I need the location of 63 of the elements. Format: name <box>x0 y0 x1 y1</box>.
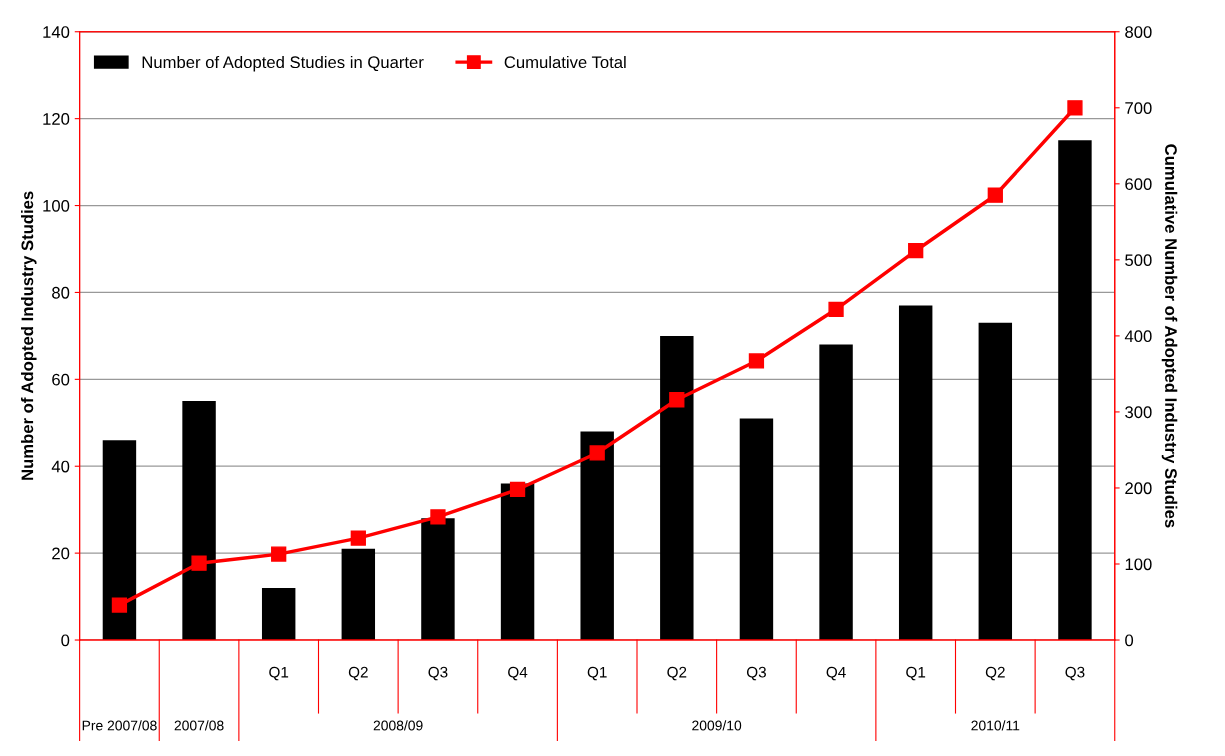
point <box>191 555 207 571</box>
point <box>271 546 287 562</box>
text: 2009/10 <box>692 720 742 731</box>
y2-tick-label: 800 <box>1125 26 1152 38</box>
y2-tick-label: 100 <box>1125 558 1152 571</box>
bar <box>102 440 137 641</box>
x-tick-label: Q2 <box>667 666 687 681</box>
bar <box>500 483 535 641</box>
point <box>430 509 446 525</box>
x-tick-label: Q3 <box>1065 666 1085 681</box>
bar <box>898 305 933 641</box>
y2-tick-label: 500 <box>1125 254 1152 267</box>
legend-label: Number of Adopted Studies in Quarter <box>142 55 424 72</box>
bar <box>978 322 1013 641</box>
point <box>350 530 366 546</box>
bar <box>1058 140 1092 641</box>
y-tick-label: 120 <box>43 113 70 125</box>
point <box>987 187 1003 203</box>
y-tick-label: 100 <box>43 199 70 212</box>
bar <box>261 587 296 641</box>
legend-label: Cumulative Total <box>504 55 626 69</box>
x-tick-label: Q3 <box>428 666 448 681</box>
point <box>111 597 128 613</box>
text: 2008/09 <box>373 720 423 731</box>
text: Pre 2007/08 <box>82 720 157 731</box>
y2-tick-label: 0 <box>1125 634 1134 647</box>
bar <box>341 548 376 641</box>
y-tick-label: 140 <box>43 26 70 38</box>
bar <box>819 344 853 641</box>
bar <box>660 335 694 641</box>
point <box>1067 100 1083 116</box>
x-tick-label: Q4 <box>826 666 846 681</box>
point <box>908 243 924 259</box>
bar <box>421 518 455 641</box>
x-tick-label: Q2 <box>348 666 368 681</box>
y-tick-label: 0 <box>61 634 70 647</box>
y2-axis-title: Cumulative Number of Adopted Industry Studies <box>1161 144 1178 528</box>
x-tick-label: Q2 <box>985 666 1005 681</box>
x-tick-label: Q1 <box>269 666 289 681</box>
text: 2007/08 <box>174 720 224 731</box>
y-tick-label: 80 <box>52 286 70 299</box>
y2-tick-label: 300 <box>1125 406 1152 419</box>
point <box>828 301 844 317</box>
y2-tick-label: 700 <box>1125 102 1152 114</box>
point <box>669 392 685 408</box>
y2-tick-label: 400 <box>1124 330 1152 343</box>
text: 2010/11 <box>971 720 1020 731</box>
point <box>748 353 765 369</box>
bar <box>182 401 216 641</box>
x-tick-label: Q1 <box>587 666 607 681</box>
bar <box>580 431 614 641</box>
y-tick-label: 40 <box>51 460 70 473</box>
y-tick-label: 60 <box>52 373 70 386</box>
point <box>589 445 605 461</box>
y2-tick-label: 200 <box>1125 482 1152 495</box>
y-tick-label: 20 <box>52 547 70 560</box>
x-tick-label: Q3 <box>746 666 766 681</box>
x-tick-label: Q1 <box>906 666 926 681</box>
y-axis-title: Number of Adopted Industry Studies <box>21 191 37 480</box>
y2-tick-label: 600 <box>1125 178 1152 191</box>
x-tick-label: Q4 <box>508 666 528 681</box>
bar <box>739 418 774 641</box>
point <box>509 481 526 498</box>
